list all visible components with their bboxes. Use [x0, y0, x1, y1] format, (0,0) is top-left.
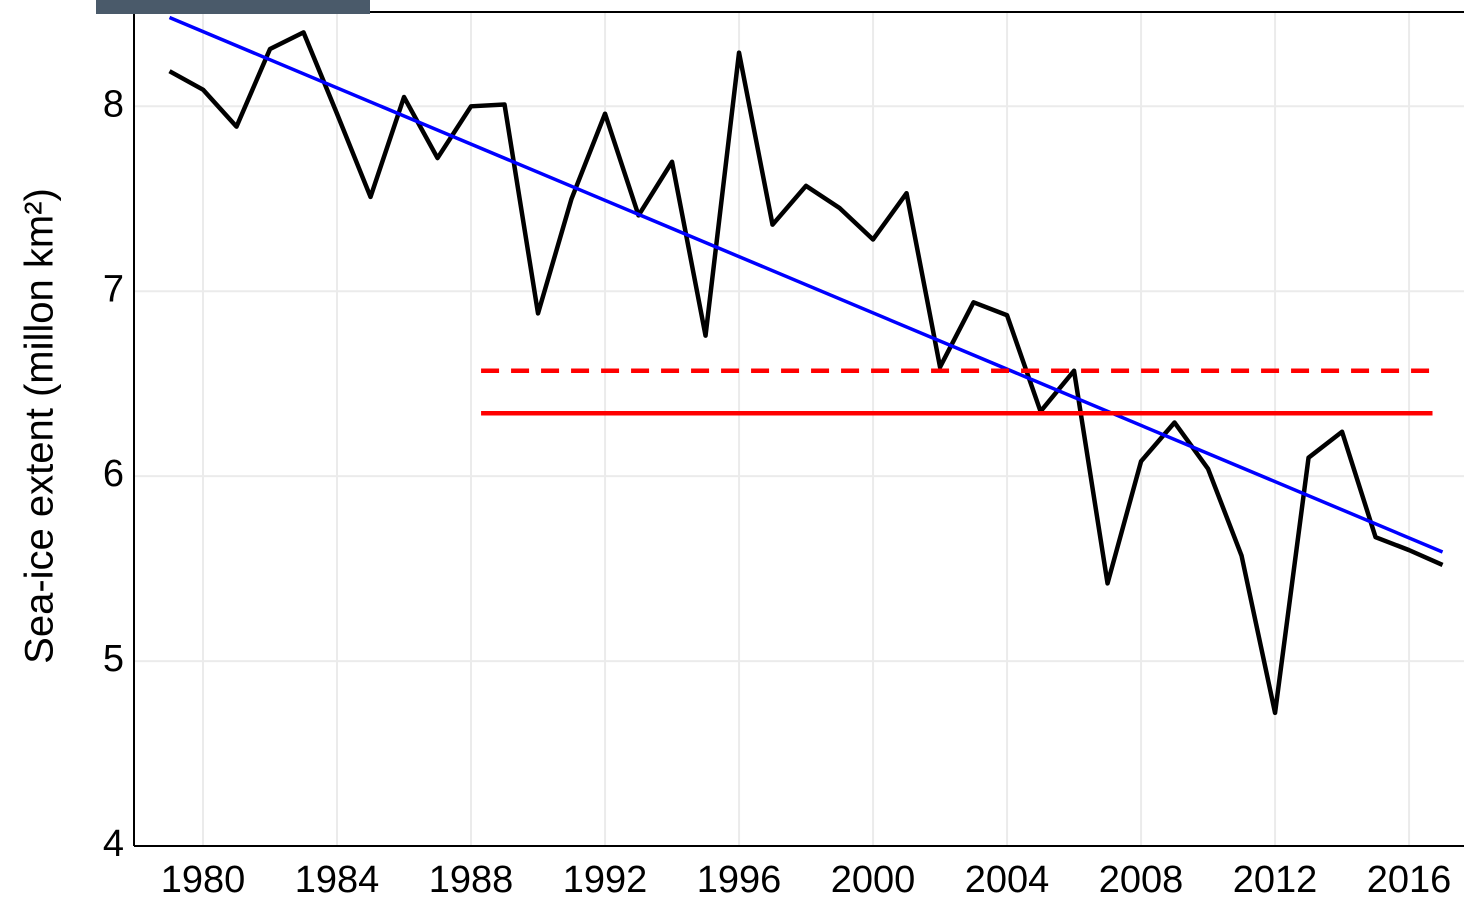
x-tick-label: 2008	[1099, 859, 1184, 901]
x-tick-label: 1984	[295, 859, 380, 901]
y-tick-label: 7	[103, 268, 124, 310]
series-line	[168, 15, 1444, 554]
y-tick-label: 5	[103, 638, 124, 680]
x-tick-label: 1996	[697, 859, 782, 901]
series-line	[168, 30, 1444, 716]
y-tick-label: 4	[103, 823, 124, 865]
y-axis-label: Sea-ice extent (millon km²)	[18, 188, 62, 664]
x-tick-label: 1980	[161, 859, 246, 901]
x-tick-label: 2000	[831, 859, 916, 901]
x-tick-label: 2016	[1367, 859, 1452, 901]
photo-fragment	[96, 0, 370, 14]
y-tick-label: 8	[103, 83, 124, 125]
x-tick-label: 2004	[965, 859, 1050, 901]
x-tick-label: 1988	[429, 859, 514, 901]
x-tick-label: 2012	[1233, 859, 1318, 901]
x-tick-label: 1992	[563, 859, 648, 901]
y-tick-label: 6	[103, 453, 124, 495]
